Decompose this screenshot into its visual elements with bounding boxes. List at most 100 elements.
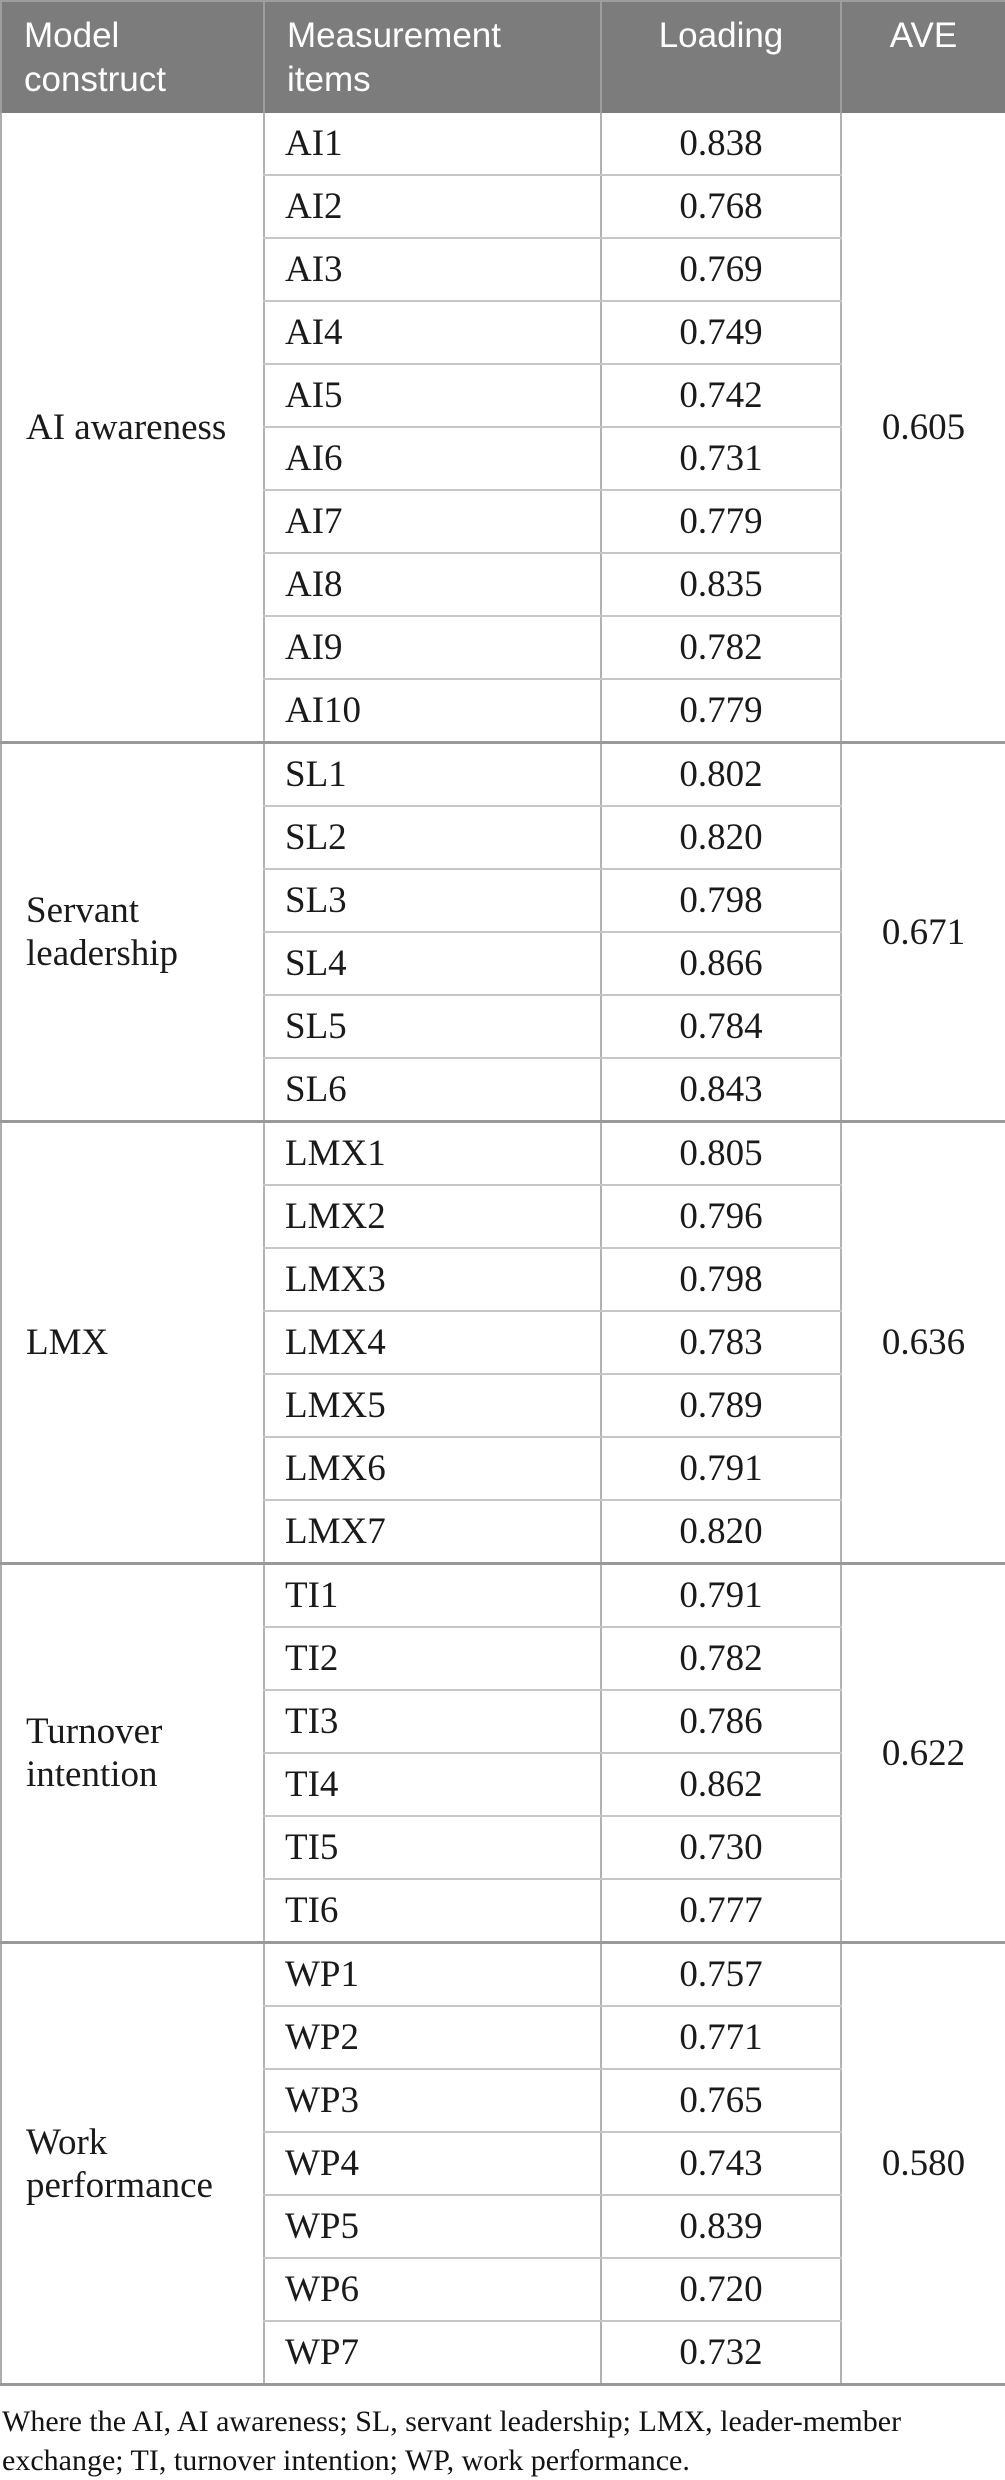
- measurement-item-cell: LMX5: [263, 1374, 602, 1438]
- loading-value-cell: 0.796: [601, 1185, 842, 1249]
- measurement-item-cell: TI5: [263, 1816, 602, 1880]
- table-row: AI2 0.768: [1, 175, 1005, 239]
- loading-value-cell: 0.720: [601, 2258, 842, 2322]
- measurement-item-cell: TI4: [263, 1753, 602, 1817]
- measurement-item-cell: LMX6: [263, 1437, 602, 1501]
- measurement-item-cell: WP5: [263, 2195, 602, 2259]
- ave-value-cell: 0.671: [841, 742, 1005, 1123]
- construct-cell: Turnover intention: [1, 1563, 264, 1944]
- header-row: Model construct Measurement items Loadin…: [0, 0, 1005, 113]
- loading-value-cell: 0.798: [601, 869, 842, 933]
- measurement-item-cell: WP2: [263, 2006, 602, 2070]
- measurement-item-cell: WP6: [263, 2258, 602, 2322]
- loading-value-cell: 0.835: [601, 553, 842, 617]
- table-row: TI2 0.782: [1, 1627, 1005, 1691]
- measurement-item-cell: TI6: [263, 1879, 602, 1944]
- table-row: TI4 0.862: [1, 1753, 1005, 1817]
- table-row: AI3 0.769: [1, 238, 1005, 302]
- measurement-item-cell: AI10: [263, 679, 602, 744]
- table-row: AI9 0.782: [1, 616, 1005, 680]
- measurement-item-cell: SL2: [263, 806, 602, 870]
- loading-value-cell: 0.731: [601, 427, 842, 491]
- table-row: TI6 0.777: [1, 1879, 1005, 1944]
- loading-value-cell: 0.805: [601, 1121, 842, 1186]
- measurement-item-cell: AI8: [263, 553, 602, 617]
- table-row: WP7 0.732: [1, 2321, 1005, 2386]
- table-row: AI8 0.835: [1, 553, 1005, 617]
- measurement-item-cell: AI4: [263, 301, 602, 365]
- loading-value-cell: 0.798: [601, 1248, 842, 1312]
- loading-value-cell: 0.777: [601, 1879, 842, 1944]
- measurement-item-cell: TI2: [263, 1627, 602, 1691]
- table-row: WP4 0.743: [1, 2132, 1005, 2196]
- loading-value-cell: 0.765: [601, 2069, 842, 2133]
- measurement-item-cell: TI3: [263, 1690, 602, 1754]
- ave-value-cell: 0.605: [841, 113, 1005, 744]
- construct-cell: Servant leadership: [1, 742, 264, 1123]
- table-row: SL2 0.820: [1, 806, 1005, 870]
- loading-value-cell: 0.791: [601, 1437, 842, 1501]
- construct-cell: LMX: [1, 1121, 264, 1565]
- table-row: SL5 0.784: [1, 995, 1005, 1059]
- measurement-item-cell: WP7: [263, 2321, 602, 2386]
- table-row: WP2 0.771: [1, 2006, 1005, 2070]
- table-row: AI10 0.779: [1, 679, 1005, 744]
- measurement-item-cell: AI9: [263, 616, 602, 680]
- table-footnote: Where the AI, AI awareness; SL, servant …: [2, 2405, 902, 2477]
- header-measurement-items: Measurement items: [263, 0, 601, 113]
- measurement-item-cell: WP4: [263, 2132, 602, 2196]
- loading-value-cell: 0.862: [601, 1753, 842, 1817]
- loading-value-cell: 0.784: [601, 995, 842, 1059]
- measurement-item-cell: LMX4: [263, 1311, 602, 1375]
- header-loading: Loading: [600, 0, 841, 113]
- table-row: WP5 0.839: [1, 2195, 1005, 2259]
- measurement-item-cell: WP1: [263, 1942, 602, 2007]
- loading-value-cell: 0.843: [601, 1058, 842, 1123]
- loading-value-cell: 0.749: [601, 301, 842, 365]
- loading-value-cell: 0.782: [601, 1627, 842, 1691]
- measurement-item-cell: LMX7: [263, 1500, 602, 1565]
- table-row: AI awareness AI1 0.838 0.605: [1, 113, 1005, 744]
- measurement-model-table: Model construct Measurement items Loadin…: [0, 0, 1005, 2386]
- table-body: AI awareness AI1 0.838 0.605 AI2 0.768 AI3 0.76…: [1, 113, 1005, 2386]
- table-row: Turnover intention TI1 0.791 0.622: [1, 1563, 1005, 1944]
- header-model-construct: Model construct: [0, 0, 264, 113]
- loading-value-cell: 0.743: [601, 2132, 842, 2196]
- ave-value-cell: 0.622: [841, 1563, 1005, 1944]
- loading-value-cell: 0.757: [601, 1942, 842, 2007]
- loading-value-cell: 0.742: [601, 364, 842, 428]
- loading-value-cell: 0.820: [601, 806, 842, 870]
- table-row: WP3 0.765: [1, 2069, 1005, 2133]
- measurement-item-cell: SL6: [263, 1058, 602, 1123]
- measurement-item-cell: AI7: [263, 490, 602, 554]
- table-row: AI4 0.749: [1, 301, 1005, 365]
- measurement-item-cell: AI5: [263, 364, 602, 428]
- loading-value-cell: 0.791: [601, 1563, 842, 1628]
- loading-value-cell: 0.732: [601, 2321, 842, 2386]
- measurement-item-cell: SL4: [263, 932, 602, 996]
- table-row: LMX5 0.789: [1, 1374, 1005, 1438]
- table-row: SL4 0.866: [1, 932, 1005, 996]
- table-row: LMX3 0.798: [1, 1248, 1005, 1312]
- ave-value-cell: 0.580: [841, 1942, 1005, 2386]
- table-row: LMX6 0.791: [1, 1437, 1005, 1501]
- loading-value-cell: 0.786: [601, 1690, 842, 1754]
- table-row: LMX2 0.796: [1, 1185, 1005, 1249]
- construct-cell: AI awareness: [1, 113, 264, 744]
- loading-value-cell: 0.866: [601, 932, 842, 996]
- loading-value-cell: 0.779: [601, 679, 842, 744]
- measurement-item-cell: LMX3: [263, 1248, 602, 1312]
- measurement-item-cell: AI1: [263, 113, 602, 176]
- table-row: AI5 0.742: [1, 364, 1005, 428]
- table-row: AI7 0.779: [1, 490, 1005, 554]
- table-row: TI5 0.730: [1, 1816, 1005, 1880]
- table-row: LMX7 0.820: [1, 1500, 1005, 1565]
- measurement-item-cell: LMX1: [263, 1121, 602, 1186]
- loading-value-cell: 0.820: [601, 1500, 842, 1565]
- ave-value-cell: 0.636: [841, 1121, 1005, 1565]
- loading-value-cell: 0.839: [601, 2195, 842, 2259]
- loading-value-cell: 0.783: [601, 1311, 842, 1375]
- measurement-item-cell: AI2: [263, 175, 602, 239]
- measurement-item-cell: LMX2: [263, 1185, 602, 1249]
